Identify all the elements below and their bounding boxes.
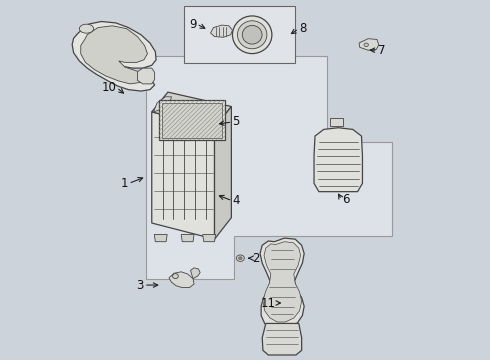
Text: 10: 10 — [102, 81, 117, 94]
Bar — [162, 103, 222, 138]
Text: 5: 5 — [232, 116, 240, 129]
Polygon shape — [215, 107, 231, 239]
Polygon shape — [169, 272, 194, 288]
Ellipse shape — [236, 255, 245, 261]
Text: 11: 11 — [261, 297, 275, 310]
Text: 3: 3 — [137, 279, 144, 292]
Text: 1: 1 — [121, 177, 128, 190]
Polygon shape — [191, 268, 200, 279]
Polygon shape — [263, 242, 302, 322]
Polygon shape — [81, 26, 147, 84]
Polygon shape — [72, 22, 156, 91]
Polygon shape — [181, 234, 194, 242]
Text: 2: 2 — [252, 252, 260, 265]
Ellipse shape — [239, 257, 242, 260]
Bar — [159, 100, 225, 140]
Polygon shape — [314, 128, 363, 192]
Ellipse shape — [79, 24, 94, 33]
Polygon shape — [260, 238, 304, 330]
Polygon shape — [184, 6, 295, 63]
Text: 8: 8 — [299, 22, 306, 35]
Ellipse shape — [364, 43, 368, 46]
Polygon shape — [211, 25, 232, 37]
Polygon shape — [152, 92, 231, 128]
Text: 4: 4 — [232, 194, 240, 207]
Polygon shape — [154, 234, 167, 242]
Ellipse shape — [232, 16, 272, 54]
Polygon shape — [137, 68, 155, 84]
Polygon shape — [152, 112, 215, 239]
Polygon shape — [359, 39, 379, 50]
Ellipse shape — [172, 274, 178, 279]
Polygon shape — [262, 323, 302, 355]
Text: 9: 9 — [189, 18, 196, 31]
Ellipse shape — [243, 26, 262, 44]
Polygon shape — [153, 97, 172, 112]
Polygon shape — [203, 234, 216, 242]
Text: 6: 6 — [342, 193, 349, 206]
Text: 7: 7 — [378, 44, 385, 57]
Polygon shape — [147, 56, 392, 279]
Polygon shape — [330, 118, 343, 126]
Ellipse shape — [238, 21, 267, 49]
